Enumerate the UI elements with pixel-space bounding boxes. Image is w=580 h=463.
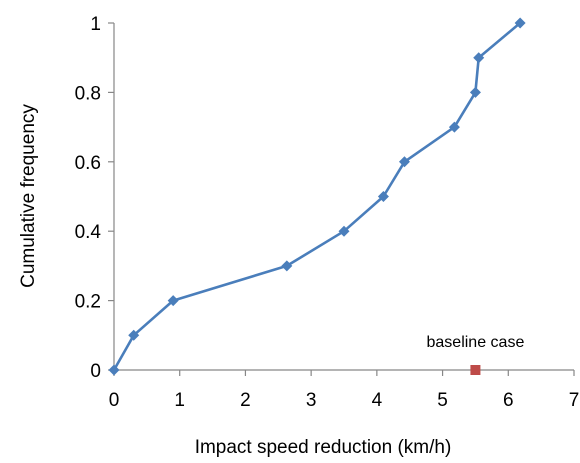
x-tick-label: 0 (109, 390, 120, 411)
x-tick-label: 2 (240, 390, 251, 411)
x-tick-label: 3 (306, 390, 317, 411)
x-axis-title: Impact speed reduction (km/h) (195, 437, 452, 458)
y-tick-label: 1 (90, 14, 101, 35)
data-point (338, 225, 350, 237)
x-tick-label: 1 (174, 390, 185, 411)
y-ticks: 0 0.2 0.4 0.6 0.8 1 (75, 14, 114, 382)
data-point (473, 52, 485, 64)
data-point (167, 295, 179, 307)
data-point (398, 156, 410, 168)
series-layer (108, 17, 526, 376)
x-tick-label: 7 (569, 390, 580, 411)
data-point (469, 86, 481, 98)
y-tick-label: 0 (90, 361, 101, 382)
data-point (448, 121, 460, 133)
annotation-layer: baseline case (427, 334, 525, 375)
data-point (281, 260, 293, 272)
y-tick-label: 0.2 (75, 292, 101, 313)
data-point (514, 17, 526, 29)
baseline-case-label: baseline case (427, 334, 525, 351)
data-point (377, 191, 389, 202)
series-line (112, 22, 521, 371)
x-tick-label: 5 (437, 390, 448, 411)
x-tick-label: 6 (503, 390, 514, 411)
data-point (108, 364, 120, 376)
data-point (128, 329, 140, 341)
y-tick-label: 0.4 (75, 222, 102, 243)
x-tick-label: 4 (372, 390, 383, 411)
y-tick-label: 0.8 (75, 83, 101, 104)
axes: 0 0.2 0.4 0.6 0.8 1 0 1 2 3 4 5 6 7 (75, 14, 580, 411)
baseline-case-marker (470, 365, 481, 375)
x-ticks: 0 1 2 3 4 5 6 7 (109, 370, 580, 411)
y-tick-label: 0.6 (75, 153, 101, 174)
y-axis-title: Cumulative frequency (18, 104, 39, 288)
